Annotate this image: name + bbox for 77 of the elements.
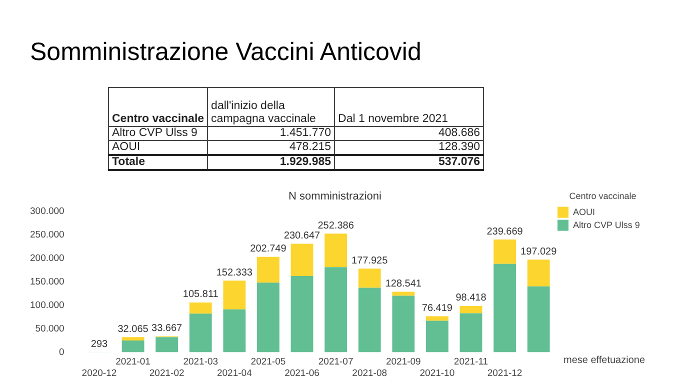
bar	[189, 302, 212, 314]
total-label: 152.333	[216, 267, 253, 278]
legend-label: Altro CVP Ulss 9	[572, 220, 640, 230]
text: 537.076	[334, 155, 484, 170]
legend-label: AOUI	[572, 206, 595, 217]
y-tick-label: 300.000	[30, 206, 64, 217]
text: 128.390	[334, 140, 484, 155]
bar	[358, 268, 381, 288]
text: AOUI	[108, 140, 208, 155]
total-label: 239.669	[486, 226, 524, 238]
x-tick-label: 2021-02	[149, 368, 184, 379]
bar	[156, 337, 178, 352]
bar	[527, 260, 550, 286]
total-label: 202.749	[250, 244, 287, 255]
total-label: 105.811	[182, 289, 219, 300]
total-label: 293	[90, 338, 108, 350]
x-tick-label: 2021-03	[183, 356, 218, 368]
total-label: 33.667	[152, 323, 183, 334]
total-label: 32.065	[118, 324, 149, 335]
text: Altro CVP Ulss 9	[108, 126, 208, 140]
total-label: 230.647	[284, 230, 321, 242]
total-label: 98.418	[456, 292, 487, 304]
bar	[257, 256, 280, 283]
bar	[122, 340, 144, 352]
x-tick-label: 2020-12	[82, 368, 117, 379]
x-tick-label: 2021-09	[386, 356, 421, 368]
x-tick-label: 2021-01	[116, 356, 150, 368]
x-tick-label: 2021-11	[454, 356, 488, 368]
x-tick-label: 2021-07	[318, 356, 354, 368]
text: Dal 1 novembre 2021	[334, 88, 484, 126]
bar	[290, 244, 314, 276]
chart-title: N somministrazioni	[288, 190, 382, 203]
bar	[257, 282, 280, 352]
bar	[494, 240, 516, 264]
bar	[324, 234, 348, 268]
bar	[494, 264, 516, 352]
text: Somministrazione Vaccini Anticovid	[30, 38, 422, 67]
text: 1.451.770	[208, 126, 335, 140]
bar	[122, 337, 144, 340]
total-label: 197.029	[520, 246, 558, 258]
bar	[223, 309, 246, 352]
text: Totale	[108, 155, 208, 170]
text: dall'inizio della campagna vaccinale	[208, 88, 335, 126]
y-tick-label: 200.000	[30, 252, 64, 264]
bar	[290, 276, 314, 352]
bar	[324, 267, 348, 352]
x-tick-label: 2021-10	[420, 368, 455, 379]
x-tick-label: 2021-08	[352, 368, 388, 379]
total-label: 252.386	[318, 220, 354, 232]
text: 478.215	[208, 140, 335, 155]
bar	[460, 313, 482, 352]
total-label: 177.925	[352, 255, 388, 266]
y-tick-label: 250.000	[30, 229, 64, 240]
total-label: 128.541	[385, 278, 422, 290]
bar	[223, 280, 246, 310]
text: Centro vaccinale	[108, 88, 208, 126]
text: 1.929.985	[208, 155, 335, 170]
x-axis-title: mese effetuazione	[563, 354, 646, 366]
legend-title: Centro vaccinale	[569, 190, 636, 201]
x-tick-label: 2021-05	[250, 356, 286, 368]
y-tick-label: 100.000	[30, 300, 64, 311]
y-tick-label: 50.000	[35, 323, 64, 334]
x-tick-label: 2021-04	[216, 368, 252, 379]
bar	[527, 286, 550, 352]
total-label: 76.419	[422, 303, 453, 314]
bar	[392, 296, 415, 352]
x-tick-label: 2021-06	[284, 368, 320, 379]
x-tick-label: 2021-12	[487, 368, 522, 379]
bar	[426, 320, 448, 352]
y-tick-label: 0	[59, 346, 64, 358]
bar	[189, 314, 212, 352]
bar	[358, 288, 381, 352]
y-tick-label: 150.000	[30, 276, 64, 288]
bar	[426, 316, 448, 321]
text: 408.686	[334, 126, 484, 140]
bar	[460, 306, 482, 314]
bar	[392, 292, 415, 296]
